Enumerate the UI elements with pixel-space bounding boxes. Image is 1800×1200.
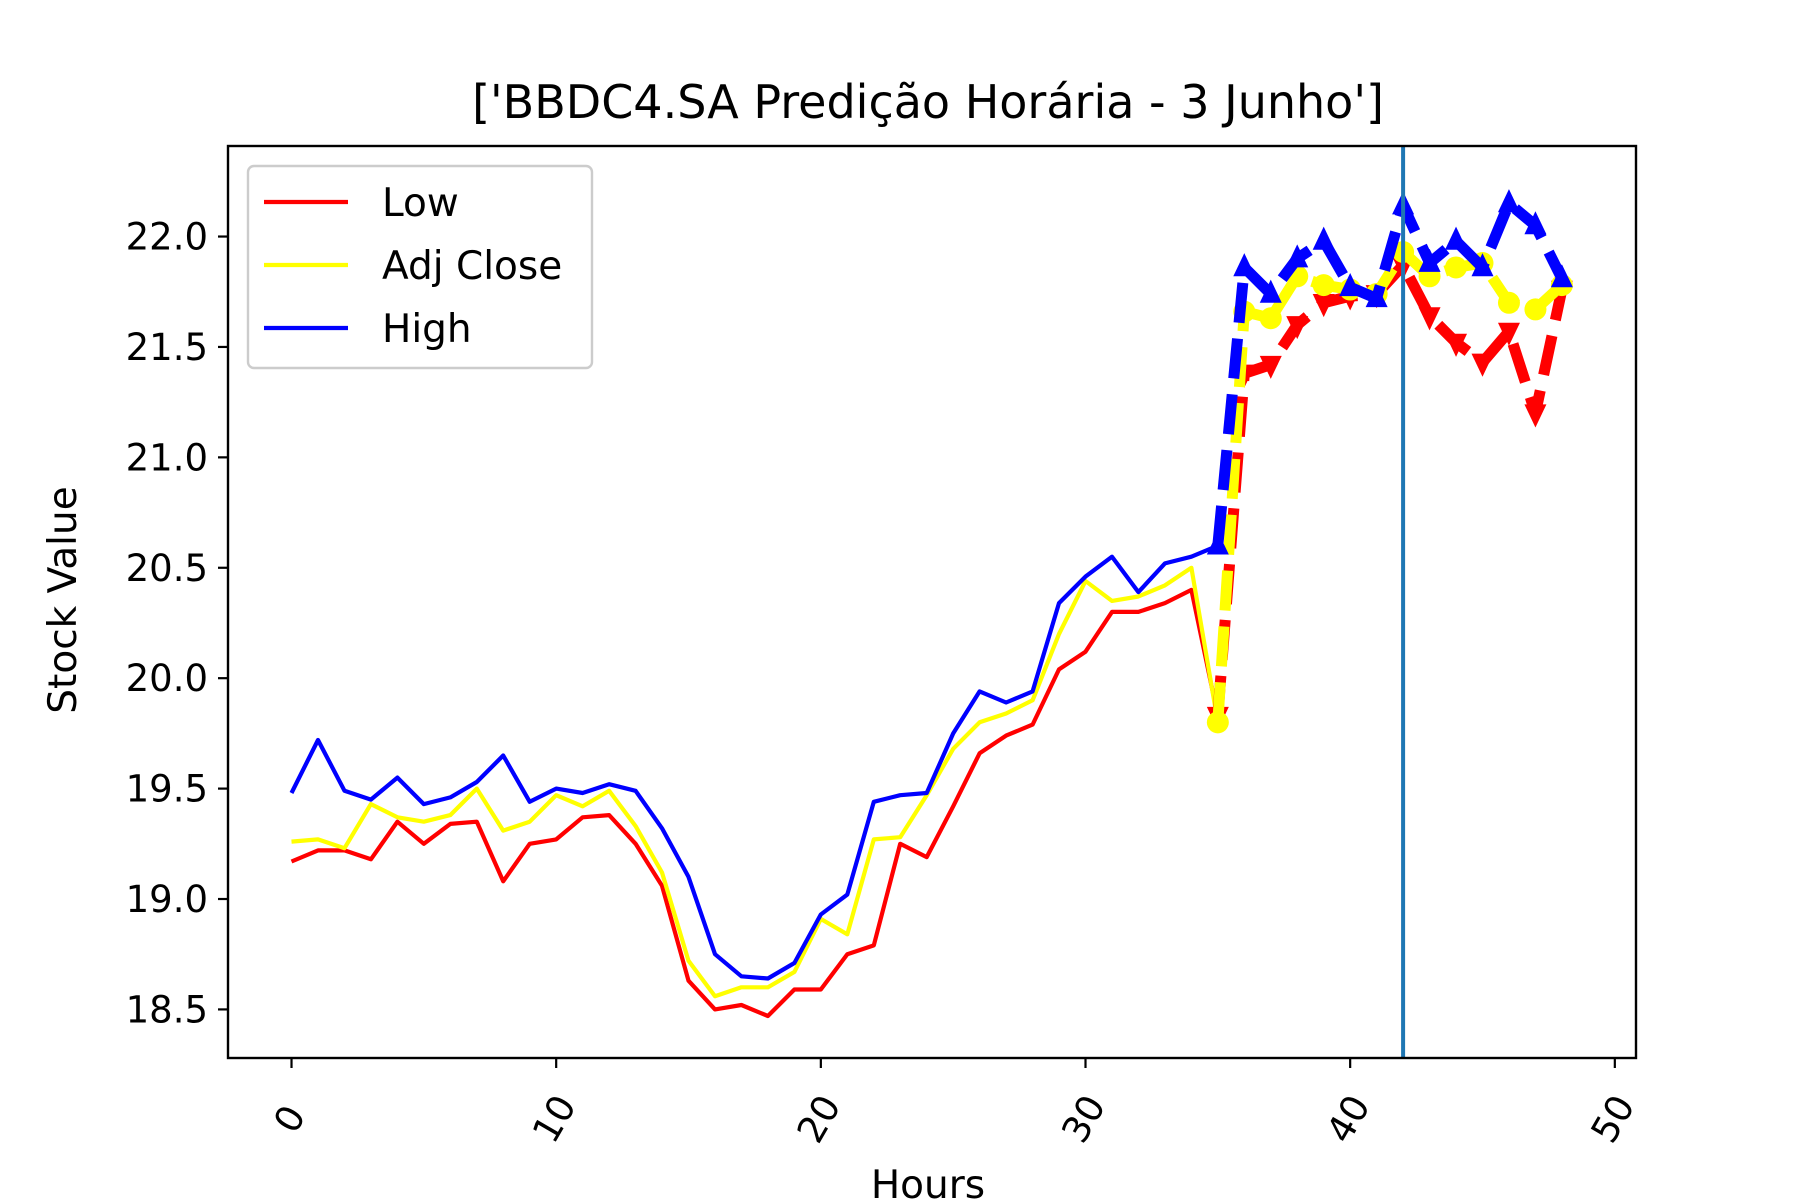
prediction-marker-low [1259, 355, 1282, 379]
prediction-marker-high [1497, 189, 1520, 213]
prediction-marker-high [1445, 226, 1468, 250]
prediction-marker-adj-close [1524, 298, 1547, 321]
prediction-marker-high [1312, 226, 1335, 250]
series-line-high [289, 543, 1219, 981]
plot-frame [226, 144, 1638, 1060]
plot-area [226, 144, 1638, 1060]
prediction-marker-low [1497, 322, 1520, 346]
prediction-marker-adj-close [1206, 711, 1229, 734]
legend-label: Low [382, 181, 459, 226]
prediction-marker-high [1339, 273, 1362, 297]
y-tick-label: 22.0 [126, 216, 208, 259]
y-axis-label: Stock Value [41, 486, 86, 713]
prediction-marker-low [1418, 307, 1441, 331]
prediction-marker-high [1286, 244, 1309, 268]
prediction-marker-high [1524, 211, 1547, 235]
prediction-marker-high [1365, 284, 1388, 308]
series-line-low [290, 587, 1220, 1019]
prediction-marker-high [1259, 279, 1282, 303]
legend-label: High [382, 307, 472, 352]
series-line-adj-close [291, 565, 1220, 999]
y-tick-label: 19.0 [126, 878, 208, 921]
legend: Low Adj Close High [246, 164, 594, 370]
prediction-marker-high [1550, 264, 1573, 288]
y-tick-label: 21.5 [126, 326, 208, 369]
y-tick-label: 20.5 [126, 547, 208, 590]
y-tick-label: 19.5 [126, 768, 208, 811]
prediction-marker-adj-close [1259, 307, 1282, 330]
prediction-marker-high [1471, 253, 1494, 277]
prediction-marker-high [1233, 253, 1256, 277]
prediction-marker-adj-close [1497, 291, 1520, 314]
y-tick-label: 21.0 [126, 436, 208, 479]
x-axis-label: Hours [871, 1163, 985, 1200]
prediction-marker-low [1286, 316, 1309, 340]
y-tick-label: 20.0 [126, 657, 208, 700]
prediction-marker-low [1445, 333, 1468, 357]
prediction-marker-adj-close [1445, 256, 1468, 279]
prediction-marker-low [1524, 404, 1547, 428]
y-tick-label: 18.5 [126, 988, 208, 1031]
prediction-marker-adj-close [1312, 274, 1335, 297]
legend-label: Adj Close [382, 244, 562, 289]
prediction-line-high [1212, 197, 1567, 547]
prediction-marker-high [1418, 248, 1441, 272]
prediction-marker-low [1471, 353, 1494, 377]
chart-title: ['BBDC4.SA Predição Horária - 3 Junho'] [472, 75, 1384, 129]
prediction-marker-low [1312, 293, 1335, 318]
legend-box [246, 164, 594, 370]
prediction-marker-high [1206, 531, 1229, 555]
y-axis-ticks: 18.5 19.0 19.5 20.0 20.5 21.0 21.5 22.0 [126, 216, 228, 1031]
